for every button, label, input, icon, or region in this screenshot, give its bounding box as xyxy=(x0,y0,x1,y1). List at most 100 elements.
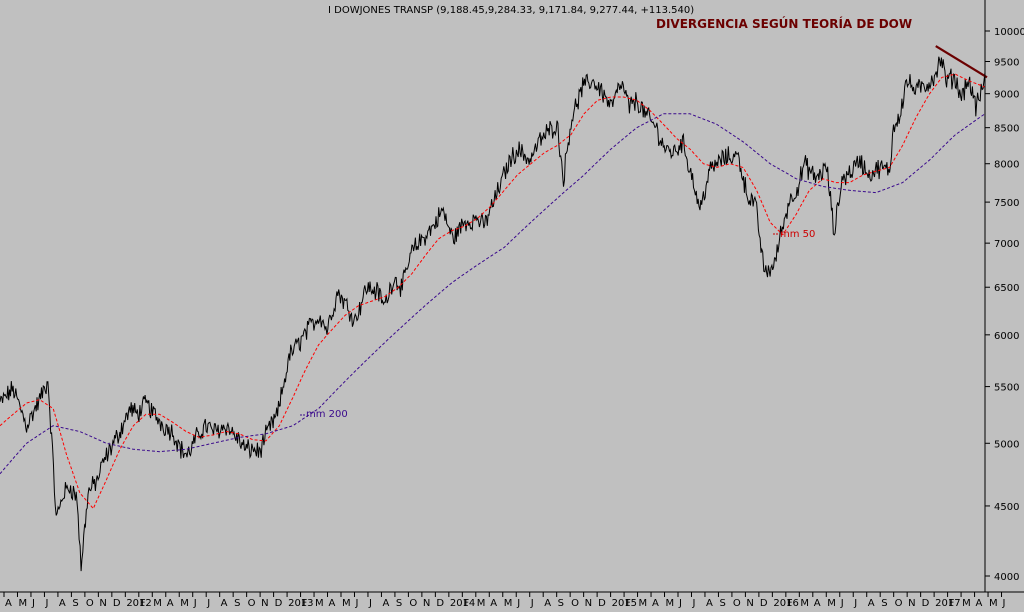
x-tick-label: J xyxy=(516,598,520,608)
x-tick-label: J xyxy=(530,598,534,608)
x-tick-label: A xyxy=(5,598,12,608)
x-tick-label: 2015 xyxy=(612,598,637,608)
y-tick-label: 6500 xyxy=(994,283,1019,294)
y-tick-label: 10000 xyxy=(994,27,1024,38)
x-tick-label: A xyxy=(814,598,821,608)
x-tick-label: M xyxy=(639,598,648,608)
y-tick-label: 6000 xyxy=(994,331,1019,342)
x-tick-label: 2012 xyxy=(126,598,151,608)
y-tick-label: 4500 xyxy=(994,502,1019,513)
x-tick-label: A xyxy=(652,598,659,608)
x-tick-label: 2014 xyxy=(450,598,475,608)
x-tick-label: F xyxy=(140,598,146,608)
x-tick-label: D xyxy=(113,598,121,608)
mm50-label: mm 50 xyxy=(780,229,815,240)
x-tick-label: M xyxy=(827,598,836,608)
x-tick-label: J xyxy=(193,598,197,608)
x-tick-label: M xyxy=(342,598,351,608)
x-tick-label: N xyxy=(585,598,592,608)
x-tick-label: F xyxy=(463,598,469,608)
dow-theory-annotation: DIVERGENCIA SEGÚN TEORÍA DE DOW xyxy=(656,16,912,31)
x-tick-label: A xyxy=(706,598,713,608)
y-tick-label: 5000 xyxy=(994,439,1019,450)
x-tick-label: A xyxy=(976,598,983,608)
x-tick-label: J xyxy=(678,598,682,608)
x-tick-label: N xyxy=(746,598,753,608)
x-tick-label: J xyxy=(691,598,695,608)
x-tick-label: A xyxy=(167,598,174,608)
y-tick-label: 8500 xyxy=(994,124,1019,135)
x-tick-label: M xyxy=(989,598,998,608)
x-tick-label: O xyxy=(86,598,94,608)
x-tick-label: D xyxy=(760,598,768,608)
x-tick-label: S xyxy=(558,598,564,608)
x-tick-label: J xyxy=(354,598,358,608)
y-tick-label: 8000 xyxy=(994,160,1019,171)
x-tick-label: D xyxy=(922,598,930,608)
x-tick-label: S xyxy=(72,598,78,608)
series-line-ma50 xyxy=(0,73,986,510)
x-tick-label: M xyxy=(666,598,675,608)
series-line-ma200 xyxy=(0,113,986,475)
y-tick-label: 5500 xyxy=(994,383,1019,394)
x-tick-label: N xyxy=(908,598,915,608)
x-tick-label: O xyxy=(571,598,579,608)
x-tick-label: O xyxy=(733,598,741,608)
series-line-price xyxy=(0,56,986,572)
y-tick-label: 7000 xyxy=(994,239,1019,250)
x-tick-label: F xyxy=(949,598,955,608)
x-tick-label: J xyxy=(368,598,372,608)
x-tick-label: F xyxy=(625,598,631,608)
x-tick-label: A xyxy=(59,598,66,608)
x-tick-label: O xyxy=(895,598,903,608)
x-tick-label: J xyxy=(31,598,35,608)
x-tick-label: D xyxy=(598,598,606,608)
plot-area: mm 200 mm 50 xyxy=(0,45,988,572)
x-tick-label: M xyxy=(800,598,809,608)
x-tick-label: M xyxy=(477,598,486,608)
x-tick-label: M xyxy=(962,598,971,608)
x-tick-label: F xyxy=(787,598,793,608)
x-tick-label: N xyxy=(99,598,106,608)
x-tick-label: J xyxy=(206,598,210,608)
x-tick-label: M xyxy=(315,598,324,608)
x-tick-label: O xyxy=(248,598,256,608)
x-tick-label: N xyxy=(423,598,430,608)
y-tick-label: 4000 xyxy=(994,572,1019,583)
x-tick-label: S xyxy=(234,598,240,608)
y-axis: 4000 4500 5000 5500 6000 6500 7000 7500 8000 8500… xyxy=(984,0,1024,592)
y-tick-label: 9000 xyxy=(994,90,1019,101)
mm200-label: mm 200 xyxy=(306,409,348,420)
y-tick-label: 9500 xyxy=(994,58,1019,69)
x-tick-label: M xyxy=(180,598,189,608)
x-tick-label: M xyxy=(18,598,27,608)
quote-header: I DOWJONES TRANSP (9,188.45,9,284.33, 9,… xyxy=(328,5,694,16)
x-tick-label: 2013 xyxy=(288,598,313,608)
x-tick-label: A xyxy=(382,598,389,608)
x-tick-label: A xyxy=(221,598,228,608)
divergence-trendline xyxy=(935,45,988,79)
x-tick-label: D xyxy=(436,598,444,608)
x-tick-label: J xyxy=(840,598,844,608)
x-tick-label: F xyxy=(302,598,308,608)
x-tick-label: A xyxy=(868,598,875,608)
x-tick-label: 2016 xyxy=(773,598,798,608)
x-tick-label: M xyxy=(504,598,513,608)
x-tick-label: S xyxy=(881,598,887,608)
x-tick-label: A xyxy=(544,598,551,608)
x-tick-label: A xyxy=(490,598,497,608)
x-tick-label: S xyxy=(719,598,725,608)
x-tick-label: J xyxy=(44,598,48,608)
x-tick-label: D xyxy=(275,598,283,608)
x-tick-label: M xyxy=(153,598,162,608)
x-tick-label: 2017 xyxy=(935,598,960,608)
x-tick-label: S xyxy=(396,598,402,608)
x-tick-label: O xyxy=(409,598,417,608)
x-tick-label: J xyxy=(853,598,857,608)
x-tick-label: N xyxy=(261,598,268,608)
x-tick-label: J xyxy=(1002,598,1006,608)
y-tick-label: 7500 xyxy=(994,198,1019,209)
